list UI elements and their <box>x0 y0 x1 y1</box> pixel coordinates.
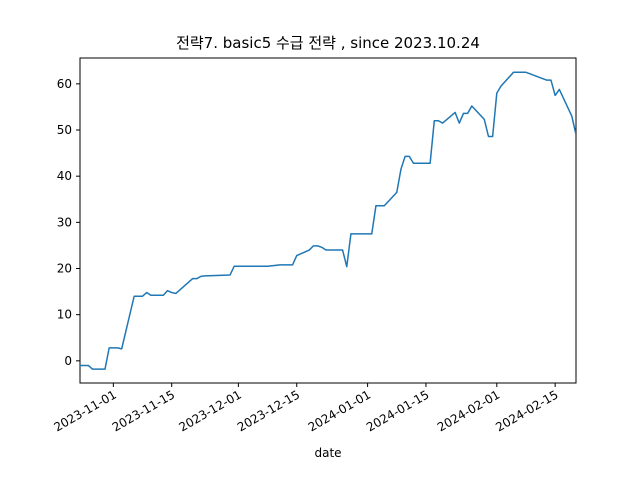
y-tick-label: 20 <box>57 262 72 276</box>
y-tick-label: 10 <box>57 308 72 322</box>
x-tick-label: 2024-02-01 <box>435 387 502 434</box>
x-tick-label: 2023-11-01 <box>51 387 118 434</box>
x-tick-label: 2023-12-15 <box>235 387 302 434</box>
x-axis-label: date <box>314 446 341 460</box>
y-tick-label: 60 <box>57 77 72 91</box>
y-tick-label: 30 <box>57 215 72 229</box>
x-tick-label: 2023-12-01 <box>176 387 243 434</box>
y-tick-label: 40 <box>57 169 72 183</box>
x-tick-label: 2024-02-15 <box>493 387 560 434</box>
series-line <box>80 71 576 370</box>
x-tick-label: 2024-01-01 <box>306 387 373 434</box>
x-tick-label: 2023-11-15 <box>110 387 177 434</box>
y-tick-label: 50 <box>57 123 72 137</box>
x-tick-label: 2024-01-15 <box>364 387 431 434</box>
plot-frame <box>79 57 577 384</box>
y-tick-label: 0 <box>64 354 72 368</box>
chart-title: 전략7. basic5 수급 전략 , since 2023.10.24 <box>176 34 480 52</box>
